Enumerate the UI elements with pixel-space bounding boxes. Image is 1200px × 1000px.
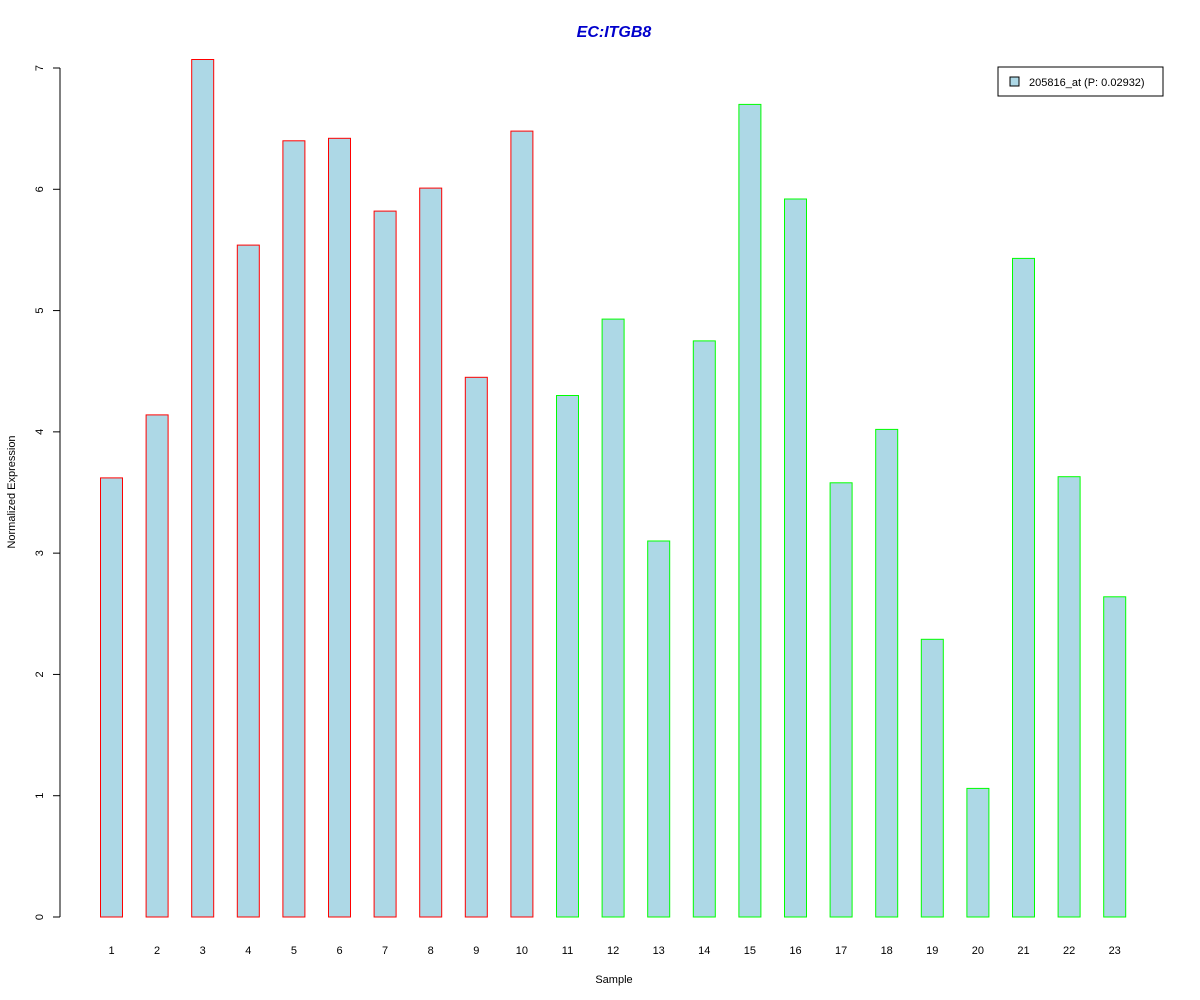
y-tick-label: 2: [34, 671, 46, 677]
x-tick-label: 1: [108, 945, 114, 957]
x-tick-label: 23: [1109, 945, 1121, 957]
bar-sample-18: [875, 428, 899, 918]
bar-sample-4: [236, 244, 260, 918]
bar-sample-20: [966, 787, 990, 918]
y-tick-label: 6: [34, 186, 46, 192]
y-tick-label: 7: [34, 65, 46, 71]
chart-title: EC:ITGB8: [577, 24, 652, 41]
bar-sample-7: [373, 210, 397, 918]
x-tick-label: 10: [516, 945, 528, 957]
x-tick-label: 4: [245, 945, 251, 957]
x-tick-label: 18: [881, 945, 893, 957]
legend-box: [997, 66, 1164, 97]
x-tick-label: 5: [291, 945, 297, 957]
x-tick-label: 21: [1017, 945, 1029, 957]
x-tick-label: 9: [473, 945, 479, 957]
bar-sample-5: [282, 140, 306, 918]
y-axis-label: Normalized Expression: [6, 435, 18, 548]
bar-sample-6: [328, 137, 351, 918]
x-tick-label: 8: [428, 945, 434, 957]
x-tick-label: 7: [382, 945, 388, 957]
bar-sample-8: [419, 187, 443, 918]
x-tick-label: 16: [789, 945, 801, 957]
bar-sample-3: [191, 59, 215, 918]
bar-sample-17: [829, 482, 853, 918]
bar-sample-11: [556, 395, 579, 918]
bar-sample-13: [647, 540, 671, 918]
y-tick-label: 5: [34, 308, 46, 314]
x-axis-label: Sample: [595, 974, 632, 986]
x-tick-label: 11: [562, 945, 573, 957]
x-tick-label: 20: [972, 945, 984, 957]
x-tick-label: 12: [607, 945, 619, 957]
x-tick-label: 22: [1063, 945, 1075, 957]
bar-sample-14: [692, 340, 716, 918]
y-tick-label: 4: [34, 429, 46, 435]
bar-sample-10: [510, 130, 534, 918]
x-tick-label: 13: [653, 945, 665, 957]
y-tick-label: 1: [34, 793, 46, 799]
x-tick-label: 14: [698, 945, 710, 957]
y-tick-label: 0: [34, 914, 46, 920]
legend: 205816_at (P: 0.02932): [997, 66, 1164, 97]
bar-sample-22: [1057, 476, 1081, 918]
bar-sample-16: [784, 198, 807, 918]
x-tick-label: 3: [200, 945, 206, 957]
bar-sample-2: [145, 414, 169, 918]
bar-sample-9: [464, 376, 488, 918]
x-tick-label: 17: [835, 945, 847, 957]
bar-sample-12: [601, 318, 625, 918]
x-tick-label: 15: [744, 945, 756, 957]
y-axis: 0 1 2 3 4 5 6 7: [34, 65, 61, 920]
bars-group: [100, 59, 1127, 918]
bar-sample-21: [1012, 257, 1035, 918]
bar-sample-1: [100, 477, 123, 918]
bar-sample-19: [920, 638, 944, 918]
x-tick-label: 2: [154, 945, 160, 957]
legend-swatch: [1009, 76, 1020, 87]
x-tick-label: 6: [336, 945, 342, 957]
bar-sample-23: [1103, 596, 1127, 918]
y-tick-label: 3: [34, 550, 46, 556]
legend-label: 205816_at (P: 0.02932): [1029, 77, 1145, 89]
x-tick-labels: 1 2 3 4 5 6 7 8 9 10 11 12 13 14 15 16 17 18 19 20 21 22 23: [108, 945, 1120, 957]
bar-sample-15: [738, 103, 762, 918]
x-tick-label: 19: [926, 945, 938, 957]
